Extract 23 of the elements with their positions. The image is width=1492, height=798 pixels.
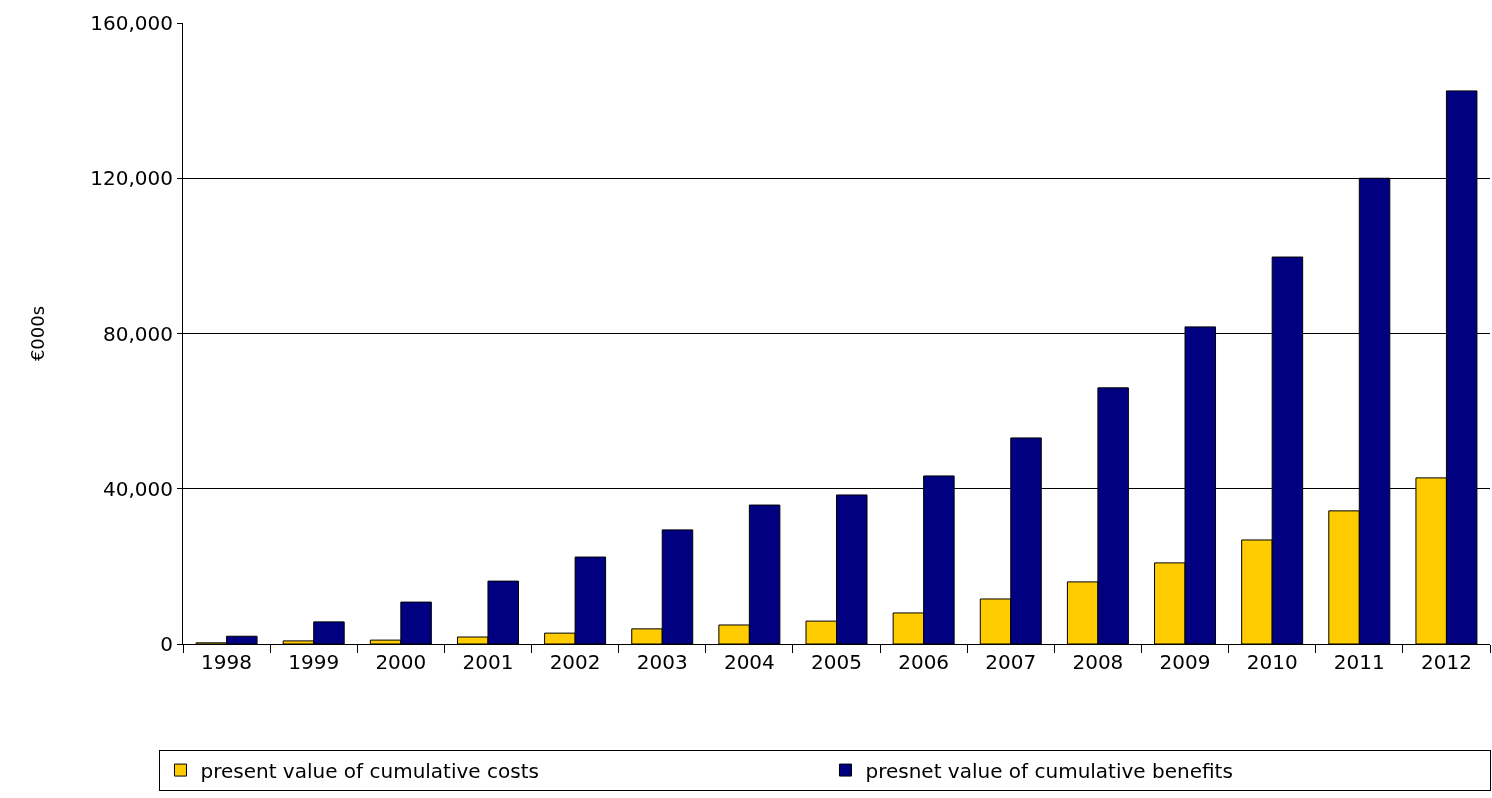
x-tick-label: 2001 (462, 650, 514, 674)
y-tick-label: 160,000 (90, 11, 173, 35)
y-tick-label: 0 (160, 632, 173, 656)
x-tick-label: 2011 (1333, 650, 1385, 674)
x-tick-label: 1998 (201, 650, 253, 674)
x-tick-label: 2012 (1420, 650, 1472, 674)
y-axis-title: €000s (27, 305, 49, 362)
x-tick-label: 2010 (1246, 650, 1298, 674)
legend-label: presnet value of cumulative benefits (865, 758, 1233, 783)
legend-label: present value of cumulative costs (200, 758, 539, 783)
x-tick-label: 2009 (1159, 650, 1211, 674)
x-tick-label: 2008 (1072, 650, 1124, 674)
x-tick-label: 1999 (288, 650, 340, 674)
y-tick-label: 80,000 (103, 321, 173, 346)
y-tick-label: 40,000 (103, 476, 173, 501)
x-tick-label: 2004 (723, 650, 775, 674)
y-tick-label: 120,000 (90, 166, 173, 191)
x-tick-label: 2002 (549, 650, 601, 674)
x-tick-label: 2006 (898, 650, 950, 674)
x-tick-label: 2003 (636, 650, 688, 674)
x-tick-label: 2007 (985, 650, 1037, 674)
x-tick-label: 2000 (375, 650, 427, 674)
x-tick-label: 2005 (811, 650, 862, 674)
